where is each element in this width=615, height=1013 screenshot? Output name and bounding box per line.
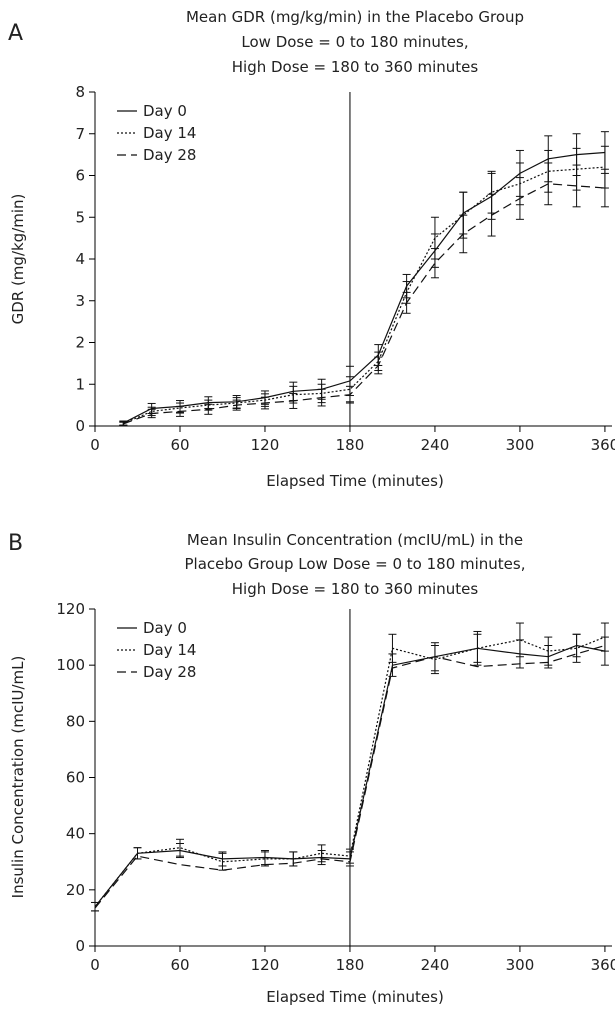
y-tick-label: 100 bbox=[56, 656, 85, 674]
legend-label: Day 28 bbox=[143, 146, 196, 164]
x-tick-label: 60 bbox=[170, 956, 189, 974]
chart-a-y-axis-label: GDR (mg/kg/min) bbox=[9, 194, 27, 325]
y-tick-label: 40 bbox=[66, 825, 85, 843]
y-tick-label: 2 bbox=[75, 334, 85, 352]
chart-b-y-axis-label: Insulin Concentration (mcIU/mL) bbox=[9, 656, 27, 899]
panel-label-b: B bbox=[8, 531, 23, 556]
legend-label: Day 0 bbox=[143, 619, 187, 637]
chart-panel-b: B Mean Insulin Concentration (mcIU/mL) i… bbox=[8, 531, 615, 1006]
series-day-14 bbox=[119, 145, 609, 426]
chart-a-x-axis-label: Elapsed Time (minutes) bbox=[266, 472, 444, 490]
series-day-28 bbox=[94, 644, 606, 909]
chart-a-title-line2: Low Dose = 0 to 180 minutes, bbox=[241, 33, 468, 51]
chart-b-x-axis-label: Elapsed Time (minutes) bbox=[266, 988, 444, 1006]
y-tick-label: 6 bbox=[75, 167, 85, 185]
y-tick-label: 60 bbox=[66, 769, 85, 787]
y-tick-label: 0 bbox=[75, 937, 85, 955]
y-tick-label: 0 bbox=[75, 417, 85, 435]
y-tick-label: 120 bbox=[56, 600, 85, 618]
y-tick-label: 5 bbox=[75, 208, 85, 226]
y-tick-label: 1 bbox=[75, 375, 85, 393]
chart-a-title-line3: High Dose = 180 to 360 minutes bbox=[232, 58, 479, 76]
panel-label-a: A bbox=[8, 21, 23, 46]
series-day-14 bbox=[91, 622, 609, 912]
x-tick-label: 360 bbox=[591, 956, 615, 974]
y-tick-label: 20 bbox=[66, 881, 85, 899]
y-tick-label: 3 bbox=[75, 292, 85, 310]
legend-label: Day 14 bbox=[143, 124, 196, 142]
y-tick-label: 7 bbox=[75, 125, 85, 143]
y-tick-label: 80 bbox=[66, 712, 85, 730]
x-tick-label: 0 bbox=[90, 956, 100, 974]
series-day-28 bbox=[119, 162, 609, 427]
legend-label: Day 28 bbox=[143, 663, 196, 681]
x-tick-label: 240 bbox=[421, 436, 450, 454]
chart-a-legend: Day 0 Day 14 Day 28 bbox=[117, 102, 196, 164]
x-tick-label: 240 bbox=[421, 956, 450, 974]
y-tick-label: 4 bbox=[75, 250, 85, 268]
x-tick-label: 300 bbox=[506, 956, 535, 974]
legend-label: Day 14 bbox=[143, 641, 196, 659]
series-line bbox=[123, 183, 605, 425]
series-line bbox=[94, 644, 606, 909]
y-tick-label: 8 bbox=[75, 83, 85, 101]
series-line bbox=[123, 151, 605, 424]
x-tick-label: 180 bbox=[336, 956, 365, 974]
chart-b-title-line2: Placebo Group Low Dose = 0 to 180 minute… bbox=[185, 555, 526, 573]
x-tick-label: 0 bbox=[90, 436, 100, 454]
chart-panel-a: A Mean GDR (mg/kg/min) in the Placebo Gr… bbox=[8, 8, 615, 490]
x-tick-label: 120 bbox=[251, 436, 280, 454]
x-tick-label: 60 bbox=[170, 436, 189, 454]
x-tick-label: 180 bbox=[336, 436, 365, 454]
chart-a-title-line1: Mean GDR (mg/kg/min) in the Placebo Grou… bbox=[186, 8, 524, 26]
series-day-0 bbox=[119, 131, 609, 426]
x-tick-label: 360 bbox=[591, 436, 615, 454]
chart-b-title-line3: High Dose = 180 to 360 minutes bbox=[232, 580, 479, 598]
x-tick-label: 300 bbox=[506, 436, 535, 454]
series-line bbox=[123, 166, 605, 425]
chart-b-legend: Day 0 Day 14 Day 28 bbox=[117, 619, 196, 681]
x-tick-label: 120 bbox=[251, 956, 280, 974]
legend-label: Day 0 bbox=[143, 102, 187, 120]
chart-b-title-line1: Mean Insulin Concentration (mcIU/mL) in … bbox=[187, 531, 523, 549]
